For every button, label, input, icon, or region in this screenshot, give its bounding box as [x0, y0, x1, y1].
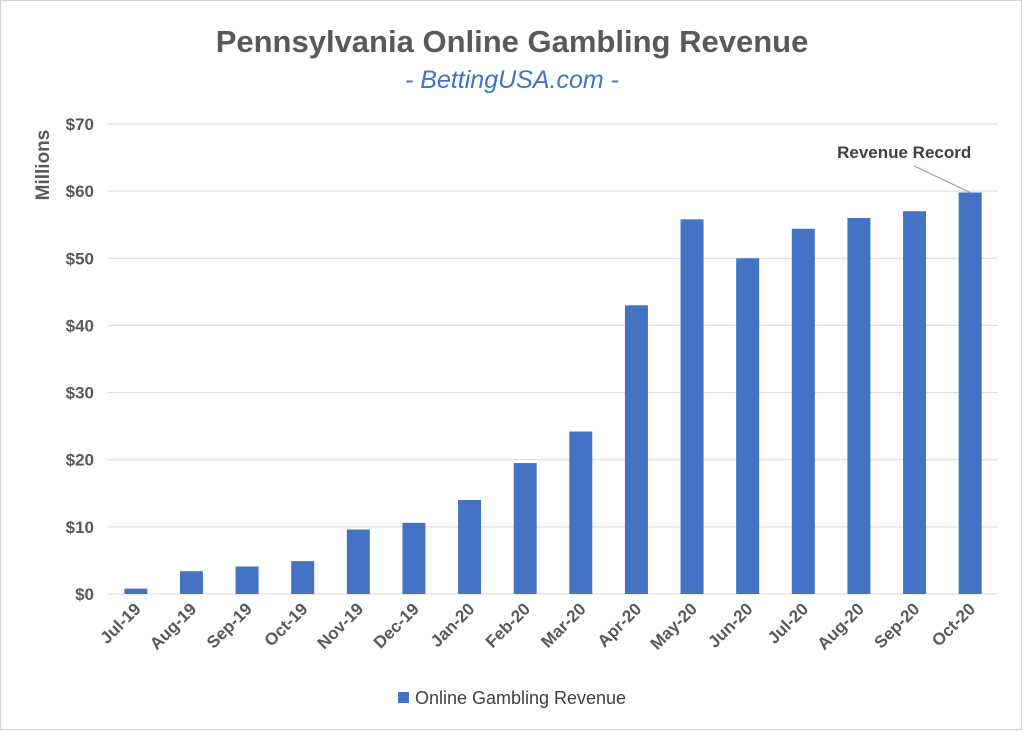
bar [569, 431, 593, 594]
bar [402, 522, 426, 594]
y-tick-label: $60 [66, 182, 94, 201]
bar [847, 218, 871, 594]
x-tick-label: Sep-19 [203, 599, 256, 652]
x-tick-label: Nov-19 [314, 599, 368, 653]
bar [958, 192, 982, 594]
bar [903, 211, 927, 595]
chart-title: Pennsylvania Online Gambling Revenue [215, 24, 809, 59]
x-tick-label: Jul-19 [96, 599, 144, 647]
x-tick-label: Dec-19 [370, 599, 423, 652]
annotation-leader-line [913, 165, 971, 193]
bar [291, 561, 315, 594]
x-tick-label: Jul-20 [764, 599, 812, 647]
legend: Online Gambling Revenue [0, 688, 1024, 709]
x-tick-label: Mar-20 [537, 599, 589, 651]
bar [346, 529, 370, 594]
y-tick-label: $0 [75, 585, 94, 604]
bar [124, 588, 148, 594]
bar [179, 571, 203, 594]
legend-swatch [397, 692, 409, 703]
y-tick-label: $20 [66, 451, 94, 470]
y-tick-label: $30 [66, 384, 94, 403]
legend-label: Online Gambling Revenue [414, 688, 627, 708]
annotation-label: Revenue Record [837, 143, 971, 162]
y-tick-label: $50 [66, 249, 94, 268]
y-tick-label: $40 [66, 316, 94, 335]
bar [235, 566, 259, 594]
bar [513, 463, 537, 594]
y-tick-label: $10 [66, 518, 94, 537]
x-tick-label: Aug-19 [146, 599, 200, 653]
x-tick-label: Oct-19 [261, 599, 312, 650]
x-tick-label: Apr-20 [594, 599, 646, 651]
bar [736, 258, 760, 594]
bar [458, 500, 482, 594]
x-tick-label: Jun-20 [704, 599, 756, 651]
x-tick-label: Sep-20 [871, 599, 924, 652]
x-tick-label: Jan-20 [427, 599, 479, 651]
chart-subtitle: - BettingUSA.com - [405, 66, 619, 94]
bar [791, 228, 815, 594]
bar [680, 219, 704, 595]
bar [624, 305, 648, 594]
y-tick-label: $70 [66, 115, 94, 134]
x-tick-label: Aug-20 [814, 599, 868, 653]
x-tick-label: May-20 [647, 599, 701, 653]
x-tick-label: Oct-20 [928, 599, 979, 650]
x-tick-label: Feb-20 [482, 599, 534, 651]
